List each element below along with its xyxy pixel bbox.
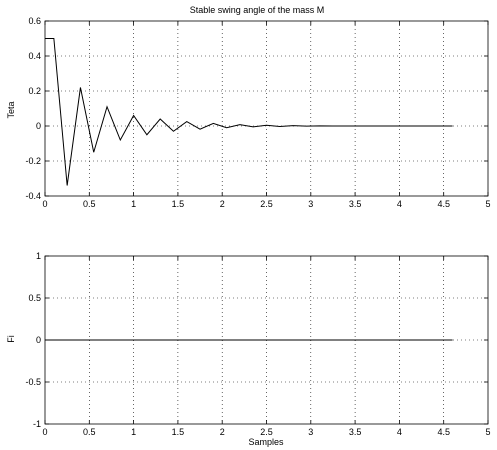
teta-grid [45, 21, 488, 196]
fi-x-tick-label: 2.5 [260, 427, 273, 437]
teta-x-tick-label: 1.5 [172, 199, 185, 209]
fi-y-tick-label: 1 [36, 251, 41, 261]
fi-x-tick-label: 0 [42, 427, 47, 437]
teta-x-tick-label: 4 [397, 199, 402, 209]
fi-y-tick-label: 0 [36, 335, 41, 345]
fi-y-axis-label: Fi [6, 335, 16, 343]
teta-x-tick-label: 0.5 [83, 199, 96, 209]
fi-y-tick-label: -1 [33, 419, 41, 429]
fi-y-tick-label: -0.5 [25, 377, 41, 387]
fi-y-tick-label: 0.5 [28, 293, 41, 303]
teta-plot: Stable swing angle of the mass M Teta 0 0… [6, 5, 491, 209]
fi-x-tick-label: 3 [308, 427, 313, 437]
fi-x-axis-label: Samples [248, 437, 284, 447]
teta-x-tick-label: 2.5 [260, 199, 273, 209]
teta-x-tick-label: 4.5 [437, 199, 450, 209]
teta-x-tick-label: 5 [485, 199, 490, 209]
teta-x-tick-label: 2 [220, 199, 225, 209]
fi-x-tick-label: 1.5 [172, 427, 185, 437]
fi-x-tick-label: 2 [220, 427, 225, 437]
fi-x-tick-label: 3.5 [349, 427, 362, 437]
fi-x-tick-label: 4.5 [437, 427, 450, 437]
fi-x-tick-label: 1 [131, 427, 136, 437]
teta-y-axis-label: Teta [6, 101, 16, 118]
teta-series-line [45, 38, 453, 186]
fi-plot: Fi Samples 0 0.5 1 1.5 2 2.5 3 3.5 4 4.5 5 -1 -0.5 0 0… [6, 251, 491, 447]
teta-x-tick-label: 1 [131, 199, 136, 209]
teta-y-tick-label: -0.2 [25, 156, 41, 166]
fi-x-tick-label: 4 [397, 427, 402, 437]
fi-x-tick-label: 5 [485, 427, 490, 437]
teta-x-tick-label: 3.5 [349, 199, 362, 209]
fi-x-tick-label: 0.5 [83, 427, 96, 437]
teta-y-tick-label: 0.6 [28, 16, 41, 26]
teta-plot-title: Stable swing angle of the mass M [190, 5, 325, 15]
teta-y-tick-label: 0 [36, 121, 41, 131]
teta-y-tick-label: 0.4 [28, 51, 41, 61]
teta-y-tick-label: -0.4 [25, 191, 41, 201]
teta-x-tick-label: 0 [42, 199, 47, 209]
teta-y-tick-label: 0.2 [28, 86, 41, 96]
teta-x-tick-label: 3 [308, 199, 313, 209]
